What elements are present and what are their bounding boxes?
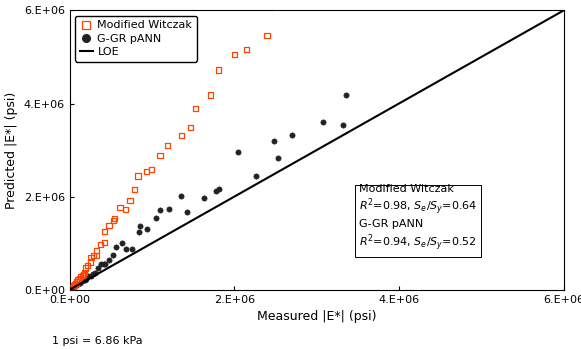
Point [163, 143, 172, 149]
Point [70, 283, 79, 289]
Point [80, 277, 89, 283]
Point [81, 276, 91, 282]
Point [72, 279, 81, 285]
Point [99, 261, 109, 267]
Point [85, 259, 95, 265]
Point [214, 186, 223, 191]
Point [147, 167, 156, 172]
Point [71, 282, 81, 288]
Point [142, 227, 152, 232]
Point [71, 281, 81, 286]
Point [117, 240, 126, 246]
Point [73, 277, 83, 283]
Point [338, 122, 347, 128]
Point [155, 207, 164, 213]
X-axis label: Measured |E*| (psi): Measured |E*| (psi) [257, 310, 376, 323]
Point [81, 265, 90, 271]
Point [182, 209, 191, 215]
Point [67, 285, 77, 291]
Point [84, 273, 93, 279]
Point [67, 284, 77, 290]
Text: 1 psi = 6.86 kPa: 1 psi = 6.86 kPa [52, 335, 143, 346]
Point [116, 205, 125, 210]
Point [69, 284, 78, 290]
Point [105, 257, 114, 263]
Point [83, 263, 92, 269]
Point [125, 197, 135, 203]
Point [99, 240, 109, 246]
Point [214, 67, 223, 73]
Point [77, 279, 86, 284]
Point [94, 265, 103, 270]
Point [111, 245, 120, 250]
Point [242, 46, 251, 52]
Point [269, 138, 278, 144]
Text: Modified Witczak
$R^2$=0.98, $S_e$/$S_y$=0.64
G-GR pANN
$R^2$=0.94, $S_e$/$S_y$=: Modified Witczak $R^2$=0.98, $S_e$/$S_y$… [358, 184, 477, 253]
Point [206, 92, 216, 98]
Point [92, 253, 102, 259]
Legend: Modified Witczak, G-GR pANN, LOE: Modified Witczak, G-GR pANN, LOE [76, 16, 197, 61]
Point [121, 207, 131, 212]
Point [272, 4, 282, 9]
Point [76, 280, 85, 286]
Point [152, 215, 161, 221]
Point [87, 273, 96, 279]
Point [101, 261, 110, 267]
Point [186, 125, 195, 131]
Point [73, 281, 82, 287]
Point [134, 173, 143, 179]
Point [176, 193, 185, 199]
Point [122, 246, 131, 252]
Point [155, 153, 164, 158]
Point [100, 229, 109, 235]
Point [78, 273, 87, 278]
Point [109, 252, 118, 257]
Point [69, 284, 78, 290]
Point [109, 216, 119, 221]
Point [105, 223, 114, 228]
Point [92, 248, 101, 254]
Point [88, 271, 98, 277]
Point [128, 246, 137, 251]
Point [78, 276, 87, 282]
Point [74, 281, 83, 287]
Point [234, 149, 243, 155]
Point [91, 270, 100, 276]
Point [318, 119, 328, 125]
Point [76, 274, 85, 280]
Point [70, 282, 79, 288]
Point [96, 242, 105, 247]
Y-axis label: Predicted |E*| (psi): Predicted |E*| (psi) [5, 91, 18, 209]
Point [109, 218, 119, 223]
Point [252, 173, 261, 179]
Point [96, 262, 106, 267]
Point [211, 188, 221, 194]
Point [86, 255, 95, 260]
Point [229, 51, 239, 57]
Point [79, 272, 88, 277]
Point [73, 279, 82, 284]
Point [67, 286, 76, 291]
Point [69, 283, 78, 288]
Point [191, 106, 200, 112]
Point [89, 253, 98, 259]
Point [263, 33, 272, 39]
Point [135, 223, 145, 229]
Point [342, 92, 351, 98]
Point [177, 133, 186, 139]
Point [130, 187, 139, 193]
Point [134, 230, 144, 235]
Point [75, 275, 84, 281]
Point [70, 281, 80, 287]
Point [142, 169, 151, 174]
Point [288, 132, 297, 138]
Point [274, 155, 283, 161]
Point [164, 207, 173, 212]
Point [199, 195, 208, 201]
Point [80, 270, 89, 275]
